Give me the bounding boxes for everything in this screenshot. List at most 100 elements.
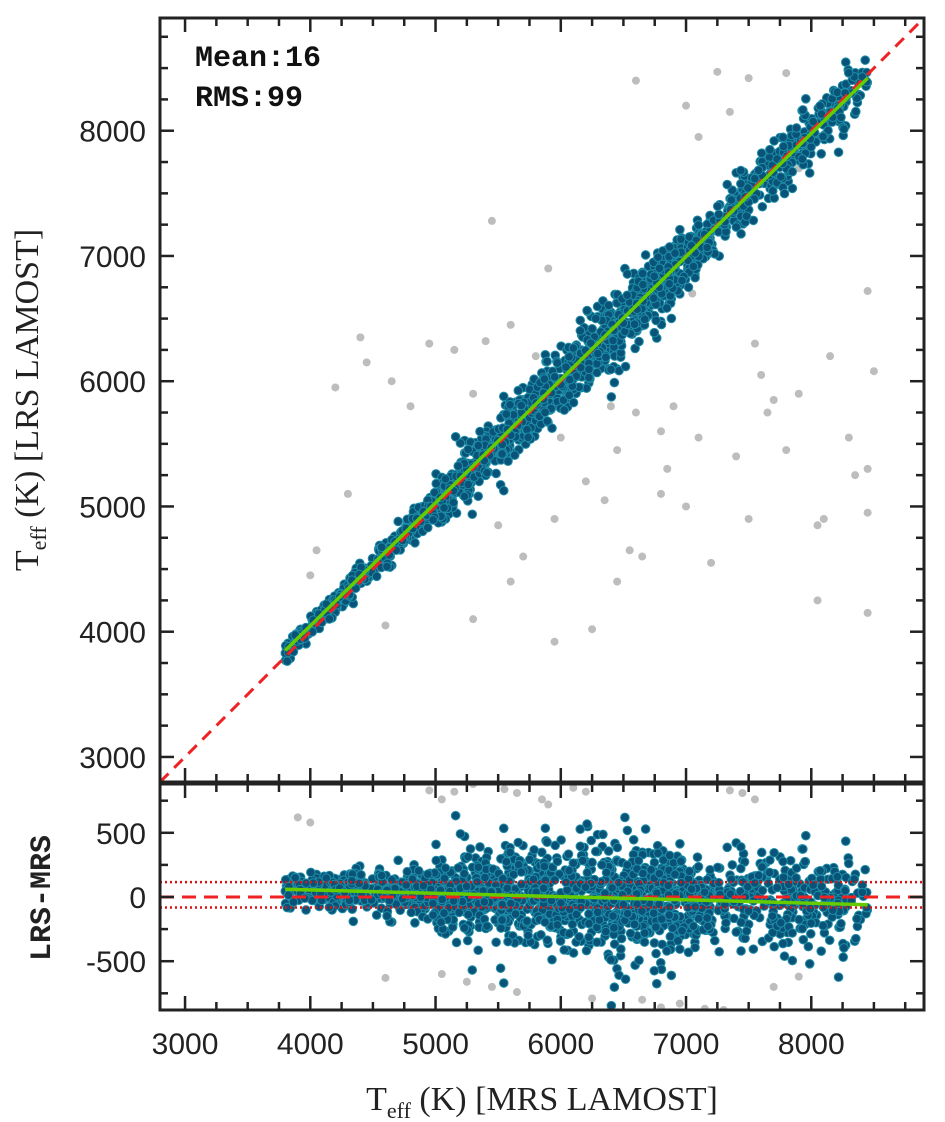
residual-point — [803, 941, 814, 952]
residual-point — [601, 867, 612, 878]
residual-point — [609, 939, 620, 949]
residual-point — [709, 935, 720, 946]
data-point — [712, 201, 723, 212]
residual-point — [498, 823, 509, 834]
residual-point — [736, 842, 746, 852]
outlier-point — [469, 389, 478, 398]
residual-point — [582, 867, 593, 878]
outlier-point — [306, 571, 315, 580]
data-point — [649, 327, 660, 338]
data-point — [765, 144, 775, 155]
residual-point — [824, 935, 835, 946]
data-point — [736, 229, 746, 239]
residual-point — [772, 882, 782, 893]
residual-outlier-point — [769, 982, 778, 991]
outlier-point — [769, 396, 778, 404]
data-point — [843, 68, 854, 78]
data-point — [440, 474, 451, 484]
xlabel-sub: eff — [387, 1098, 412, 1122]
residual-point — [606, 955, 616, 965]
residual-point — [648, 908, 659, 919]
residual-point — [567, 919, 578, 930]
data-point — [542, 356, 552, 367]
data-point — [832, 87, 843, 98]
data-point — [666, 313, 677, 324]
residual-point — [702, 913, 712, 923]
residual-point — [436, 917, 446, 927]
data-point — [584, 364, 594, 375]
residual-outlier-point — [581, 787, 590, 796]
residual-point — [453, 863, 464, 873]
residual-outlier-point — [544, 800, 553, 809]
residual-outlier-point — [500, 785, 509, 794]
residual-point — [690, 942, 700, 953]
residual-point — [556, 835, 566, 845]
residual-point — [684, 866, 695, 877]
data-point — [750, 173, 760, 184]
data-point — [513, 385, 524, 396]
outlier-point — [581, 477, 590, 486]
residual-point — [639, 937, 650, 947]
data-point — [714, 209, 724, 220]
data-point — [324, 614, 335, 624]
data-point — [778, 141, 789, 152]
data-point — [439, 503, 449, 513]
residual-point — [765, 855, 775, 865]
residual-point — [800, 856, 810, 867]
data-point — [382, 561, 392, 572]
data-point — [683, 282, 694, 293]
outlier-point — [487, 216, 496, 225]
data-point — [482, 467, 492, 478]
residual-point — [646, 864, 656, 875]
outlier-point — [851, 471, 860, 480]
residual-point — [677, 926, 687, 936]
outlier-point — [312, 546, 321, 555]
outlier-point — [757, 370, 766, 379]
x-tick-label: 7000 — [653, 1028, 720, 1061]
data-point — [606, 392, 617, 402]
residual-point — [597, 860, 607, 870]
residual-point — [779, 951, 790, 962]
data-point — [561, 362, 571, 372]
residual-point — [428, 898, 438, 909]
residual-point — [552, 856, 563, 867]
data-point — [753, 165, 764, 176]
data-point — [651, 315, 661, 326]
residual-point — [764, 867, 775, 878]
residual-outlier-point — [794, 972, 803, 981]
residual-point — [657, 939, 667, 950]
data-point — [639, 314, 650, 325]
residual-point — [555, 936, 566, 946]
residual-point — [787, 928, 798, 938]
data-point — [467, 509, 478, 520]
residual-outlier-point — [656, 1003, 665, 1010]
data-point — [816, 149, 827, 159]
residual-point — [836, 918, 846, 929]
outlier-point — [494, 521, 503, 530]
residual-point — [665, 931, 676, 942]
data-point — [590, 313, 601, 324]
residual-point — [727, 860, 738, 870]
data-point — [797, 154, 808, 164]
data-point — [860, 55, 870, 65]
data-point — [806, 142, 816, 152]
residual-point — [371, 910, 382, 920]
data-point — [393, 516, 403, 527]
outlier-point — [531, 352, 540, 361]
data-point — [653, 252, 663, 263]
residual-point — [651, 948, 661, 959]
data-point — [585, 338, 596, 348]
data-point — [743, 183, 753, 193]
outlier-point — [631, 76, 640, 85]
data-point — [677, 275, 687, 286]
outlier-point — [782, 69, 791, 78]
residual-point — [580, 882, 591, 893]
residual-point — [613, 877, 624, 888]
residual-point — [640, 824, 651, 834]
residual-point — [639, 928, 650, 938]
residual-point — [290, 873, 300, 883]
residual-point — [462, 935, 473, 946]
outlier-point — [694, 132, 703, 141]
xlabel-rest: (K) [MRS LAMOST] — [411, 1081, 718, 1118]
residual-point — [778, 938, 788, 949]
